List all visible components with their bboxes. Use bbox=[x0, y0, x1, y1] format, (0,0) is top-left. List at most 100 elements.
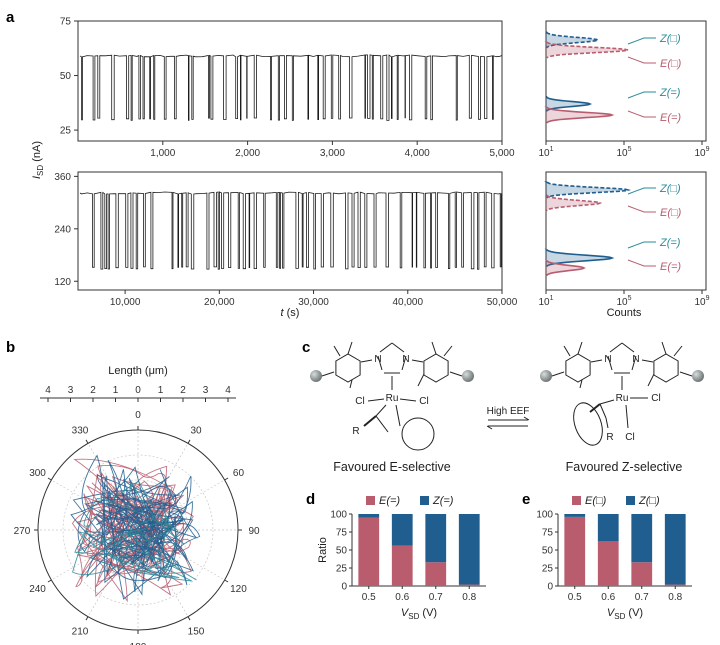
bond bbox=[360, 359, 373, 363]
aryl-ring bbox=[565, 353, 591, 383]
svg-text:ISD (nA): ISD (nA) bbox=[31, 141, 45, 179]
bar-segment-e bbox=[597, 541, 619, 586]
hist-legend-line bbox=[627, 37, 656, 45]
catalyst-z-structure: N N Ru Cl Cl R bbox=[540, 341, 704, 446]
polar-angle-label: 330 bbox=[72, 426, 89, 437]
bar-x-tick-label: 0.5 bbox=[362, 592, 376, 603]
polar-angle-label: 180 bbox=[130, 642, 147, 645]
polar-angle-label: 30 bbox=[190, 426, 202, 437]
aryl-ring bbox=[423, 353, 449, 383]
x-tick-label: 10,000 bbox=[110, 297, 141, 308]
bond bbox=[661, 341, 667, 355]
legend-swatch bbox=[626, 496, 635, 505]
bar-y-tick-label: 0 bbox=[547, 582, 553, 593]
bar-y-tick-label: 75 bbox=[542, 528, 554, 539]
trace-bottom-chart: 120 240 360 10,000 20,000 30,000 40,000 50,000 bbox=[54, 171, 518, 308]
r-group-label: R bbox=[352, 426, 359, 437]
hist-legend-label: Z(□) bbox=[659, 183, 681, 195]
bond bbox=[321, 371, 335, 377]
polar-angle-label: 0 bbox=[135, 410, 141, 421]
bar-y-tick-label: 100 bbox=[536, 510, 553, 521]
hist-tick-label: 105 bbox=[616, 295, 631, 308]
anchor-sphere bbox=[310, 370, 322, 382]
anchor-sphere bbox=[692, 370, 704, 382]
anchor-sphere bbox=[540, 370, 552, 382]
panel-label-a: a bbox=[6, 9, 15, 26]
bar-segment-z bbox=[564, 514, 586, 517]
hist-legend-line bbox=[627, 205, 656, 213]
bar-segment-e bbox=[391, 545, 413, 586]
panel-label-d: d bbox=[306, 491, 315, 508]
bar-segment-z bbox=[391, 514, 413, 546]
nitrogen-label: N bbox=[604, 354, 611, 365]
polar-tick bbox=[187, 616, 191, 621]
polar-tick bbox=[85, 439, 89, 444]
bond bbox=[401, 355, 407, 371]
trace-top-line bbox=[79, 54, 503, 121]
bar-y-tick-label: 100 bbox=[330, 510, 347, 521]
bar-segment-z bbox=[664, 514, 686, 585]
hist-curve bbox=[546, 194, 603, 212]
bar-y-tick-label: 25 bbox=[336, 564, 348, 575]
bond bbox=[379, 342, 393, 353]
hist-tick-label: 109 bbox=[694, 295, 709, 308]
bond bbox=[443, 345, 453, 357]
length-tick-label: 2 bbox=[90, 385, 96, 396]
bond bbox=[431, 341, 437, 355]
aryl-ring bbox=[653, 353, 679, 383]
nitrogen-label: N bbox=[632, 354, 639, 365]
legend-swatch bbox=[366, 496, 375, 505]
hist-legend: Z(□) E(□) Z(=) E(=) Z(□) E(□) Z(=) E(=) bbox=[627, 33, 682, 273]
chloride-label: Cl bbox=[419, 396, 428, 407]
y-tick-label: 50 bbox=[60, 71, 72, 82]
bar-y-tick-label: 50 bbox=[336, 546, 348, 557]
legend-label: E(=) bbox=[379, 495, 400, 507]
polar-tick bbox=[85, 616, 89, 621]
bar-segment-z bbox=[458, 514, 480, 585]
bond bbox=[347, 341, 353, 355]
bond bbox=[599, 399, 615, 405]
length-tick-label: 3 bbox=[203, 385, 209, 396]
caption-z-selective: Favoured Z-selective bbox=[566, 460, 683, 474]
x-tick-label: 20,000 bbox=[204, 297, 235, 308]
trace-bottom-ticks: 120 240 360 10,000 20,000 30,000 40,000 50,000 bbox=[54, 172, 517, 308]
hist-legend-label: Z(=) bbox=[659, 87, 681, 99]
length-tick-label: 4 bbox=[45, 385, 51, 396]
bond bbox=[411, 359, 424, 363]
arrow-forward-head bbox=[523, 416, 530, 421]
r-group-label: R bbox=[606, 432, 613, 443]
bar-y-tick-label: 50 bbox=[542, 546, 554, 557]
bond bbox=[673, 345, 683, 357]
polar-angle-label: 240 bbox=[29, 584, 46, 595]
bond bbox=[599, 403, 607, 419]
bond bbox=[399, 398, 417, 402]
bar-segment-e bbox=[664, 584, 686, 586]
x-tick-label: 2,000 bbox=[235, 148, 260, 159]
polar-tick bbox=[47, 579, 52, 583]
polar-angle-label: 300 bbox=[29, 468, 46, 479]
chloride-label: Cl bbox=[625, 432, 634, 443]
trace-x-label: t (s) bbox=[281, 307, 300, 319]
panel-label-c: c bbox=[302, 339, 310, 356]
polar-angle-label: 210 bbox=[72, 626, 89, 637]
chloride-label: Cl bbox=[355, 396, 364, 407]
trace-top-frame bbox=[77, 20, 503, 142]
legend-swatch bbox=[572, 496, 581, 505]
trajectory-path bbox=[72, 480, 197, 582]
bar-segment-e bbox=[564, 516, 586, 586]
x-tick-label: 5,000 bbox=[489, 148, 514, 159]
hist-tick-label: 109 bbox=[694, 146, 709, 159]
hist-tick-label: 101 bbox=[538, 146, 553, 159]
olefin-loop bbox=[401, 417, 435, 451]
bond bbox=[391, 342, 405, 353]
trace-bottom-frame bbox=[77, 171, 503, 291]
arrow-backward-head bbox=[486, 425, 493, 430]
bond bbox=[589, 403, 601, 413]
nitrogen-label: N bbox=[402, 354, 409, 365]
length-axis-ticks: 4 3 2 1 0 1 2 3 4 bbox=[45, 385, 231, 402]
legend-label: Z(=) bbox=[432, 495, 454, 507]
polar-angle-label: 90 bbox=[248, 526, 260, 537]
bond bbox=[563, 345, 571, 357]
catalyst-e-structure: N N Ru Cl Cl R bbox=[310, 341, 474, 451]
